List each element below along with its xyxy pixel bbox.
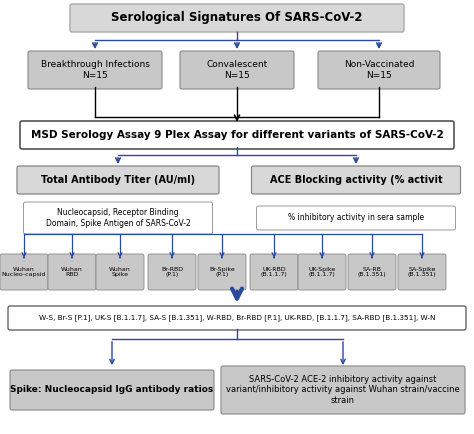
- FancyBboxPatch shape: [318, 51, 440, 89]
- FancyBboxPatch shape: [48, 254, 96, 290]
- Text: SA-RB
(B.1.351): SA-RB (B.1.351): [358, 266, 386, 277]
- Text: Wuhan
Nucleo-capsid: Wuhan Nucleo-capsid: [2, 266, 46, 277]
- Text: Br-Spike
(P.1): Br-Spike (P.1): [209, 266, 235, 277]
- FancyBboxPatch shape: [20, 121, 454, 149]
- FancyBboxPatch shape: [10, 370, 214, 410]
- FancyBboxPatch shape: [0, 254, 48, 290]
- FancyBboxPatch shape: [398, 254, 446, 290]
- FancyBboxPatch shape: [250, 254, 298, 290]
- Text: % inhibitory activity in sera sample: % inhibitory activity in sera sample: [288, 214, 424, 223]
- FancyBboxPatch shape: [8, 306, 466, 330]
- Text: W-S, Br-S [P.1], UK-S [B.1.1.7], SA-S [B.1.351], W-RBD, Br-RBD [P.1], UK-RBD, [B: W-S, Br-S [P.1], UK-S [B.1.1.7], SA-S [B…: [39, 315, 435, 321]
- Text: Convalescent
N=15: Convalescent N=15: [206, 60, 268, 80]
- FancyBboxPatch shape: [256, 206, 456, 230]
- Text: SA-Spike
(B.1.351): SA-Spike (B.1.351): [408, 266, 436, 277]
- Text: Nucleocapsid, Receptor Binding
Domain, Spike Antigen of SARS-CoV-2: Nucleocapsid, Receptor Binding Domain, S…: [46, 208, 191, 228]
- FancyBboxPatch shape: [298, 254, 346, 290]
- FancyBboxPatch shape: [221, 366, 465, 414]
- FancyBboxPatch shape: [348, 254, 396, 290]
- Text: Br-RBD
(P.1): Br-RBD (P.1): [161, 266, 183, 277]
- FancyBboxPatch shape: [96, 254, 144, 290]
- Text: UK-RBD
(B.1.1.7): UK-RBD (B.1.1.7): [261, 266, 287, 277]
- Text: Total Antibody Titer (AU/ml): Total Antibody Titer (AU/ml): [41, 175, 195, 185]
- Text: Wuhan
RBD: Wuhan RBD: [61, 266, 83, 277]
- FancyBboxPatch shape: [70, 4, 404, 32]
- FancyBboxPatch shape: [24, 202, 212, 234]
- FancyBboxPatch shape: [28, 51, 162, 89]
- FancyBboxPatch shape: [148, 254, 196, 290]
- Text: SARS-CoV-2 ACE-2 inhibitory activity against
variant/inhibitory activity against: SARS-CoV-2 ACE-2 inhibitory activity aga…: [226, 375, 460, 405]
- FancyBboxPatch shape: [180, 51, 294, 89]
- Text: Wuhan
Spike: Wuhan Spike: [109, 266, 131, 277]
- Text: Serological Signatures Of SARS-CoV-2: Serological Signatures Of SARS-CoV-2: [111, 11, 363, 24]
- FancyBboxPatch shape: [252, 166, 461, 194]
- Text: Spike: Nucleocapsid IgG antibody ratios: Spike: Nucleocapsid IgG antibody ratios: [10, 385, 214, 395]
- Text: Non-Vaccinated
N=15: Non-Vaccinated N=15: [344, 60, 414, 80]
- Text: UK-Spike
(B.1.1.7): UK-Spike (B.1.1.7): [309, 266, 336, 277]
- Text: MSD Serology Assay 9 Plex Assay for different variants of SARS-CoV-2: MSD Serology Assay 9 Plex Assay for diff…: [31, 130, 443, 140]
- Text: Breakthrough Infections
N=15: Breakthrough Infections N=15: [41, 60, 149, 80]
- FancyBboxPatch shape: [198, 254, 246, 290]
- FancyBboxPatch shape: [17, 166, 219, 194]
- Text: ACE Blocking activity (% activit: ACE Blocking activity (% activit: [270, 175, 442, 185]
